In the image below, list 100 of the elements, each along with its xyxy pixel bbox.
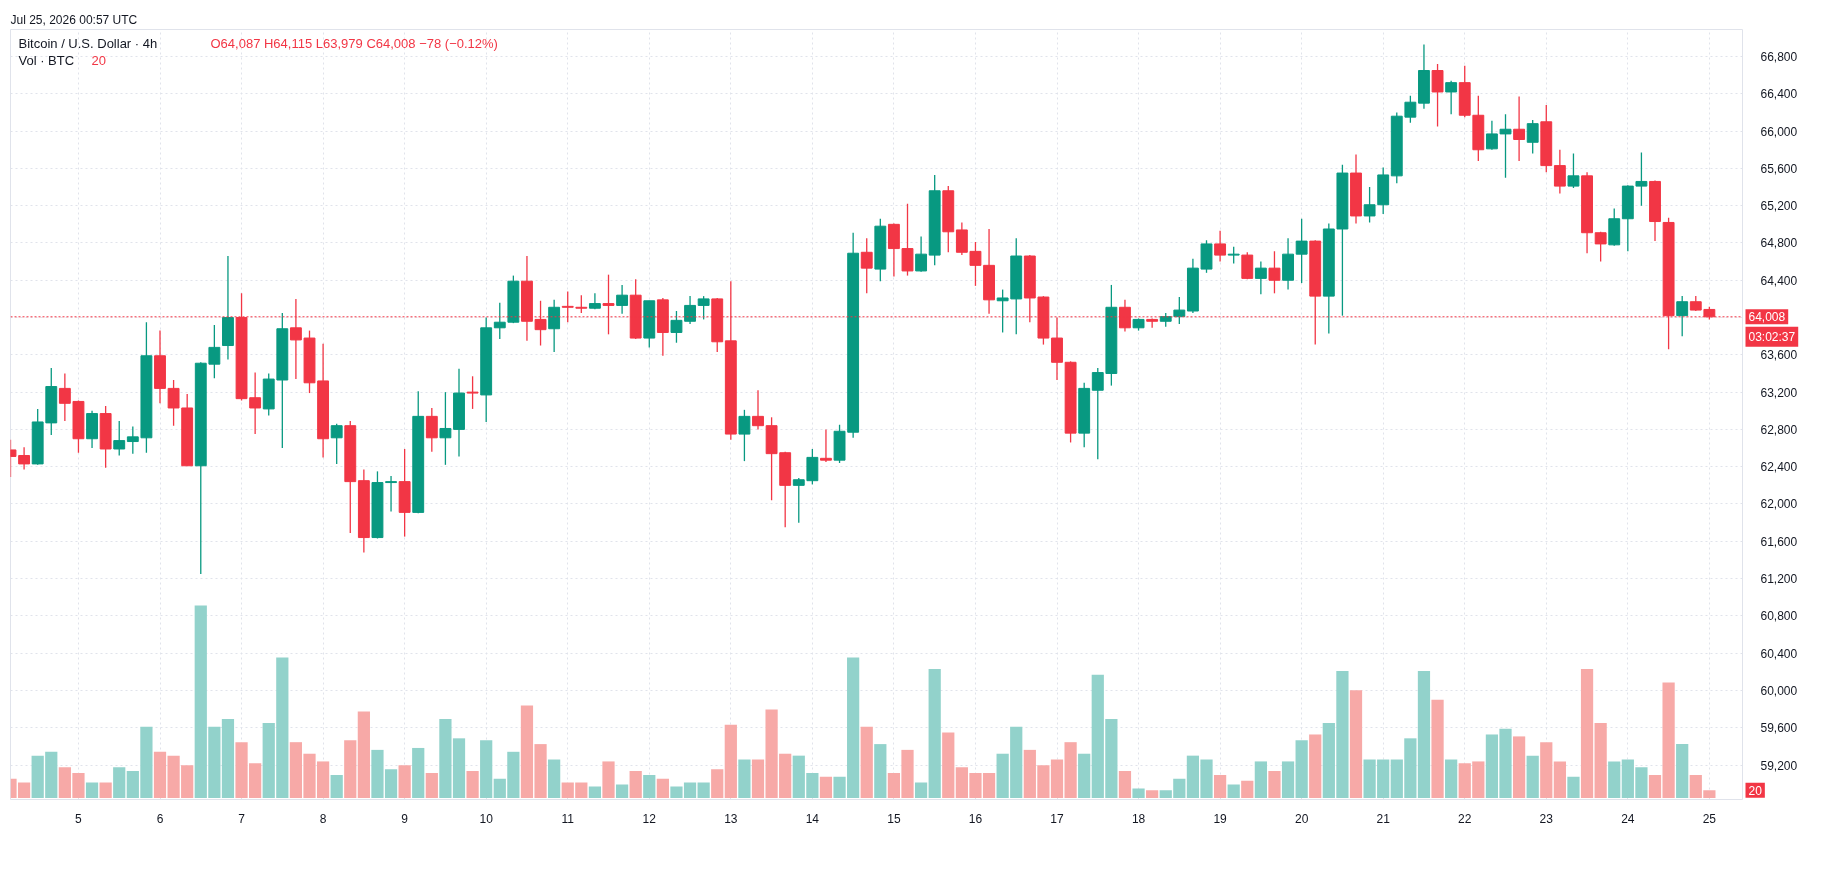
x-tick-label: 5 [75, 811, 83, 826]
bar [588, 786, 602, 798]
y-tick-label: 60,000 [1760, 683, 1798, 698]
bar [1146, 790, 1159, 798]
bar [1227, 784, 1240, 798]
x-tick-label: 6 [156, 811, 164, 826]
bar [1676, 744, 1689, 798]
bar [1281, 761, 1295, 798]
candlestick [588, 292, 601, 310]
bar [221, 719, 235, 798]
candlestick [616, 284, 629, 315]
bar [1078, 753, 1091, 798]
x-tick-label: 22 [1458, 811, 1472, 826]
bar [914, 782, 928, 798]
x-tick-label: 20 [1294, 811, 1309, 826]
y-tick-label: 59,200 [1760, 758, 1798, 773]
bar [113, 767, 126, 798]
candlestick [1431, 63, 1444, 128]
bar [466, 771, 479, 798]
y-tick-label: 63,600 [1760, 348, 1798, 363]
bar [412, 747, 425, 798]
bar [1213, 774, 1227, 798]
x-tick-label: 24 [1621, 811, 1635, 826]
y-tick-label: 66,000 [1760, 124, 1798, 139]
candlestick [1214, 230, 1227, 263]
bar [330, 774, 343, 798]
bar [1608, 761, 1621, 798]
bar [99, 782, 112, 798]
candlestick [113, 420, 126, 457]
candlestick [1513, 95, 1526, 162]
candlestick [493, 301, 506, 340]
x-tick-label: 8 [319, 811, 327, 826]
candlestick [860, 237, 873, 294]
x-tick-label: 9 [401, 811, 409, 826]
x-tick-label: 18 [1131, 811, 1146, 826]
y-tick-label: 59,600 [1760, 721, 1798, 736]
y-tick-label: 64,800 [1760, 236, 1798, 251]
candlestick [1553, 149, 1566, 195]
text: O64,087 H64,115 L63,979 C64,008 −78 (−0.12%) [210, 36, 498, 51]
bar [928, 669, 941, 798]
bar [548, 759, 561, 798]
text: 03:02:37 [1748, 329, 1796, 344]
bar [697, 782, 710, 798]
bar [1567, 776, 1580, 798]
y-tick-label: 60,800 [1760, 609, 1798, 624]
y-tick-label: 62,000 [1760, 497, 1798, 512]
bar [398, 765, 411, 798]
candlestick [466, 375, 479, 410]
bar [1540, 742, 1553, 798]
bar [1445, 759, 1458, 798]
bar [874, 744, 887, 798]
bar [1431, 699, 1444, 798]
y-tick-label: 61,200 [1760, 572, 1798, 587]
bar [1241, 780, 1254, 798]
candlestick [1295, 218, 1308, 284]
x-tick-label: 19 [1213, 811, 1228, 826]
y-tick-label: 62,800 [1760, 422, 1798, 437]
candlestick [1445, 80, 1458, 115]
x-tick-label: 14 [805, 811, 820, 826]
x-tick-label: 16 [968, 811, 983, 826]
candlestick [1526, 119, 1539, 155]
annotation: 20 [91, 53, 106, 68]
x-tick-label: 25 [1702, 811, 1717, 826]
chart-title: Vol · BTC [18, 53, 75, 68]
bar [615, 784, 629, 798]
bar [1309, 734, 1322, 798]
ref-line-label: 64,008 [1748, 310, 1786, 325]
y-tick-label: 65,600 [1760, 161, 1798, 176]
x-tick-label: 11 [561, 811, 575, 826]
bar [1512, 736, 1526, 798]
x-tick-label: 13 [724, 811, 738, 826]
bar [1254, 761, 1267, 798]
bar [1580, 669, 1594, 798]
bar [344, 740, 357, 798]
x-tick-label: 21 [1376, 811, 1391, 826]
text: 20 [1748, 783, 1763, 798]
x-tick-label: 23 [1539, 811, 1554, 826]
x-tick-label: 10 [479, 811, 494, 826]
candlestick [915, 235, 928, 273]
x-tick-label: 12 [642, 811, 657, 826]
y-tick-label: 63,200 [1760, 385, 1798, 400]
candlestick [1567, 152, 1580, 189]
candlestick [752, 389, 764, 431]
candlestick [1173, 296, 1186, 325]
candlestick [1676, 295, 1689, 337]
y-tick-label: 66,400 [1760, 87, 1798, 102]
candlestick [439, 391, 452, 466]
candlestick [697, 295, 710, 321]
y-tick-label: 62,400 [1760, 460, 1798, 475]
bar [480, 740, 493, 798]
x-tick-label: 17 [1050, 811, 1065, 826]
text: Jul 25, 2026 00:57 UTC [10, 12, 138, 27]
bar [643, 774, 656, 798]
bar [1118, 771, 1132, 798]
bar [656, 778, 669, 798]
bar [860, 726, 873, 798]
candlestick [330, 423, 343, 465]
y-tick-label: 60,400 [1760, 646, 1798, 661]
y-tick-label: 61,600 [1760, 534, 1798, 549]
x-tick-label: 15 [887, 811, 901, 826]
